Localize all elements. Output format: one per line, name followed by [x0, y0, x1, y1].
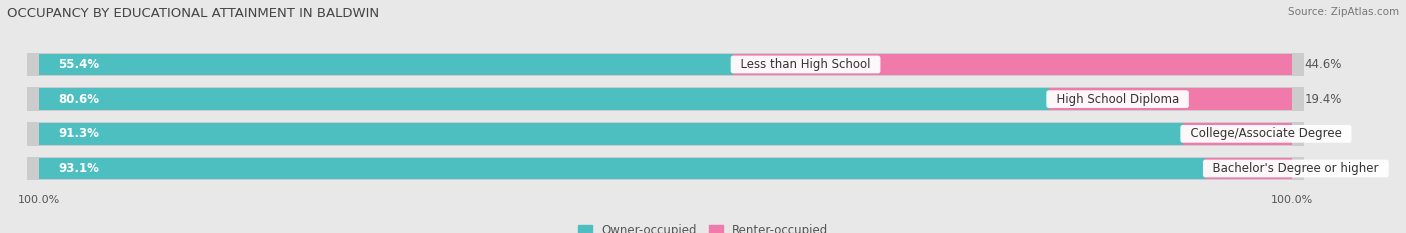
- Text: 6.9%: 6.9%: [1305, 162, 1334, 175]
- Bar: [27, 157, 1305, 180]
- Text: Source: ZipAtlas.com: Source: ZipAtlas.com: [1288, 7, 1399, 17]
- Text: OCCUPANCY BY EDUCATIONAL ATTAINMENT IN BALDWIN: OCCUPANCY BY EDUCATIONAL ATTAINMENT IN B…: [7, 7, 380, 20]
- Bar: [27, 87, 1305, 111]
- Bar: [39, 158, 1292, 179]
- Bar: [39, 123, 1182, 145]
- Text: 93.1%: 93.1%: [58, 162, 98, 175]
- Text: 55.4%: 55.4%: [58, 58, 98, 71]
- Bar: [27, 53, 1305, 76]
- Text: College/Associate Degree: College/Associate Degree: [1182, 127, 1350, 140]
- Text: 91.3%: 91.3%: [58, 127, 98, 140]
- Text: 80.6%: 80.6%: [58, 93, 98, 106]
- Text: High School Diploma: High School Diploma: [1049, 93, 1187, 106]
- Bar: [39, 88, 1292, 110]
- Bar: [27, 122, 1305, 146]
- Bar: [39, 123, 1292, 145]
- Text: 44.6%: 44.6%: [1305, 58, 1341, 71]
- Text: 19.4%: 19.4%: [1305, 93, 1341, 106]
- Text: Less than High School: Less than High School: [733, 58, 879, 71]
- Bar: [39, 158, 1205, 179]
- Text: 8.7%: 8.7%: [1305, 127, 1334, 140]
- Text: Bachelor's Degree or higher: Bachelor's Degree or higher: [1205, 162, 1386, 175]
- Bar: [1182, 123, 1292, 145]
- Bar: [39, 54, 733, 75]
- Legend: Owner-occupied, Renter-occupied: Owner-occupied, Renter-occupied: [572, 219, 834, 233]
- Bar: [39, 88, 1049, 110]
- Bar: [733, 54, 1292, 75]
- Bar: [1049, 88, 1292, 110]
- Bar: [1205, 158, 1292, 179]
- Bar: [39, 54, 1292, 75]
